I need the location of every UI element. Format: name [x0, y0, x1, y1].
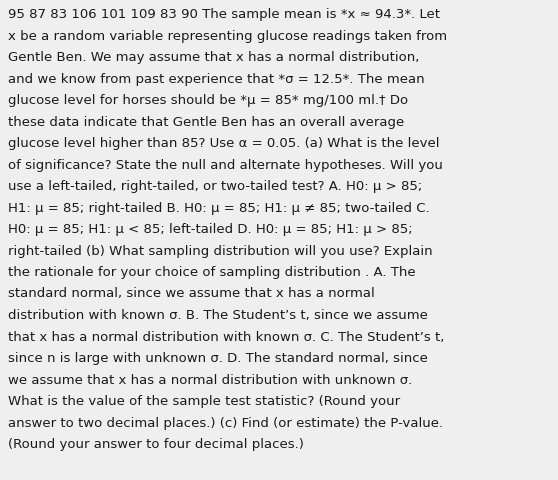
- Text: What is the value of the sample test statistic? (Round your: What is the value of the sample test sta…: [8, 394, 400, 407]
- Text: distribution with known σ. B. The Student’s t, since we assume: distribution with known σ. B. The Studen…: [8, 308, 428, 321]
- Text: x be a random variable representing glucose readings taken from: x be a random variable representing gluc…: [8, 29, 447, 42]
- Text: that x has a normal distribution with known σ. C. The Student’s t,: that x has a normal distribution with kn…: [8, 330, 444, 343]
- Text: since n is large with unknown σ. D. The standard normal, since: since n is large with unknown σ. D. The …: [8, 351, 428, 364]
- Text: these data indicate that Gentle Ben has an overall average: these data indicate that Gentle Ben has …: [8, 115, 404, 128]
- Text: Gentle Ben. We may assume that x has a normal distribution,: Gentle Ben. We may assume that x has a n…: [8, 51, 420, 64]
- Text: and we know from past experience that *σ = 12.5*. The mean: and we know from past experience that *σ…: [8, 72, 425, 85]
- Text: we assume that x has a normal distribution with unknown σ.: we assume that x has a normal distributi…: [8, 373, 412, 386]
- Text: answer to two decimal places.) (c) Find (or estimate) the P-value.: answer to two decimal places.) (c) Find …: [8, 416, 443, 429]
- Text: glucose level for horses should be *μ = 85* mg/100 ml.† Do: glucose level for horses should be *μ = …: [8, 94, 408, 107]
- Text: 95 87 83 106 101 109 83 90 The sample mean is *x ≈ 94.3*. Let: 95 87 83 106 101 109 83 90 The sample me…: [8, 8, 440, 21]
- Text: H0: μ = 85; H1: μ < 85; left-tailed D. H0: μ = 85; H1: μ > 85;: H0: μ = 85; H1: μ < 85; left-tailed D. H…: [8, 223, 412, 236]
- Text: of significance? State the null and alternate hypotheses. Will you: of significance? State the null and alte…: [8, 158, 443, 171]
- Text: the rationale for your choice of sampling distribution . A. The: the rationale for your choice of samplin…: [8, 265, 416, 278]
- Text: use a left-tailed, right-tailed, or two-tailed test? A. H0: μ > 85;: use a left-tailed, right-tailed, or two-…: [8, 180, 422, 192]
- Text: H1: μ = 85; right-tailed B. H0: μ = 85; H1: μ ≠ 85; two-tailed C.: H1: μ = 85; right-tailed B. H0: μ = 85; …: [8, 201, 430, 214]
- Text: standard normal, since we assume that x has a normal: standard normal, since we assume that x …: [8, 287, 375, 300]
- Text: glucose level higher than 85? Use α = 0.05. (a) What is the level: glucose level higher than 85? Use α = 0.…: [8, 137, 440, 150]
- Text: (Round your answer to four decimal places.): (Round your answer to four decimal place…: [8, 437, 304, 450]
- Text: right-tailed (b) What sampling distribution will you use? Explain: right-tailed (b) What sampling distribut…: [8, 244, 432, 257]
